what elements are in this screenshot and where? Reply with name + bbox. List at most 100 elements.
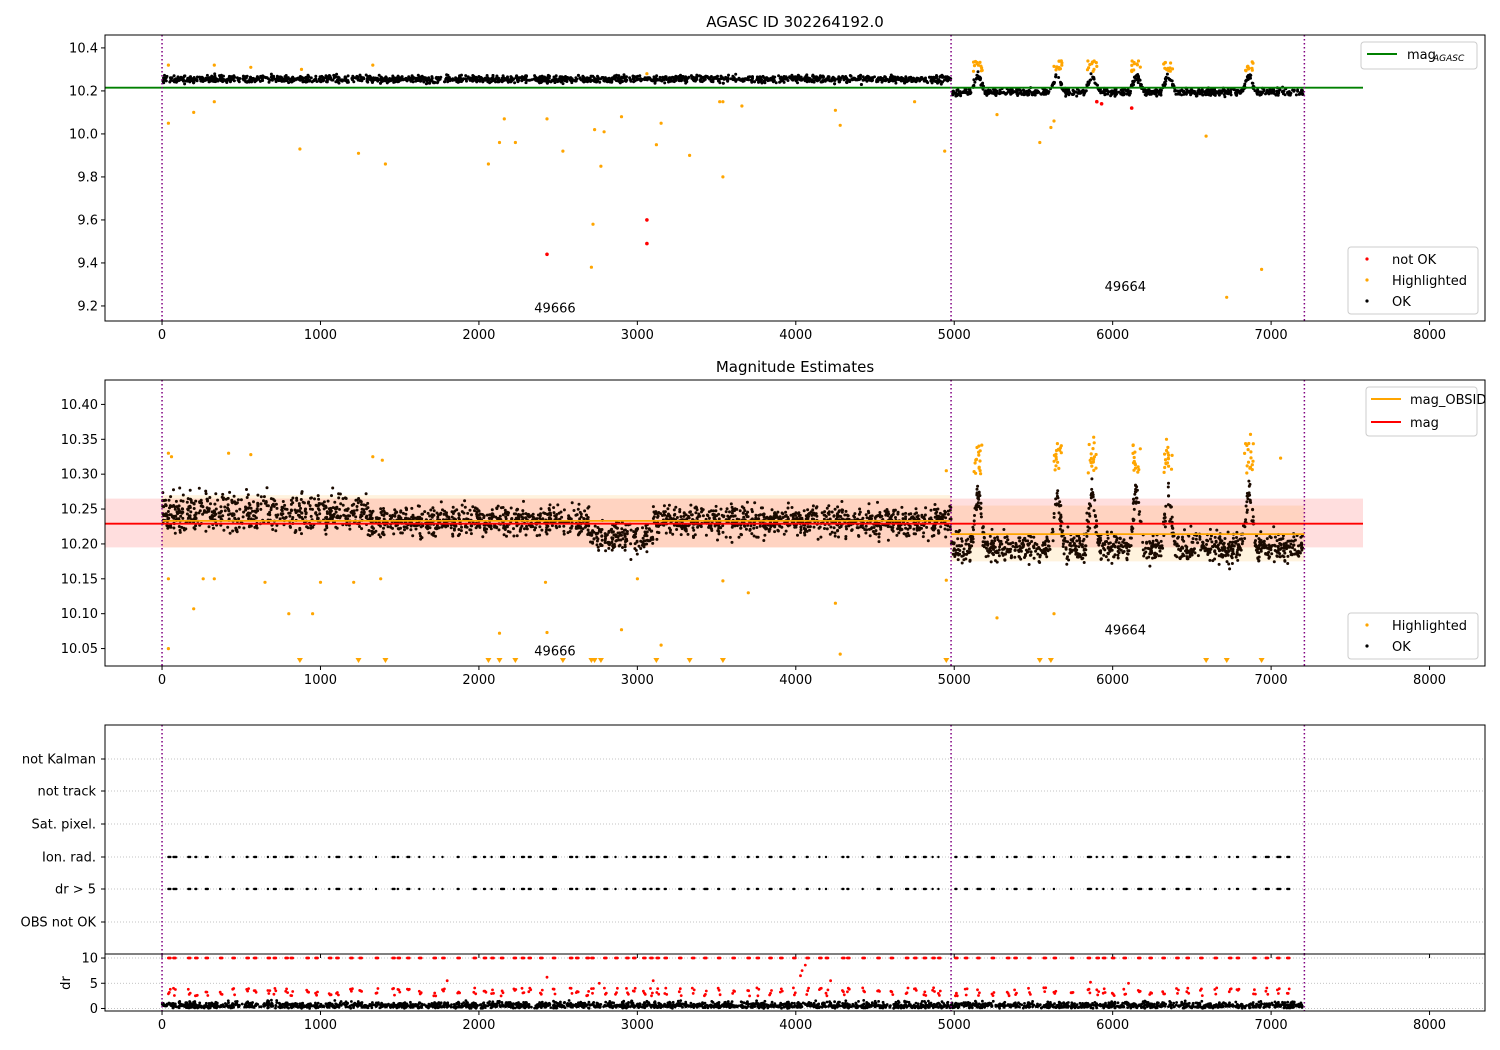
ok-point — [509, 506, 513, 510]
ok-point — [992, 547, 995, 551]
ok-point — [980, 83, 983, 87]
ok-point — [758, 524, 762, 528]
ok-point — [1272, 560, 1276, 564]
ok-point — [456, 77, 460, 81]
ok-point — [907, 78, 911, 82]
ok-point — [269, 72, 273, 76]
ok-point — [181, 499, 185, 503]
ok-point — [1189, 524, 1193, 528]
highlighted-point — [192, 110, 196, 114]
ok-point — [1068, 91, 1072, 95]
highlighted-point — [1250, 66, 1254, 70]
ok-point — [1109, 94, 1113, 98]
ok-point — [396, 78, 400, 82]
highlighted-point — [591, 222, 595, 226]
ok-point — [1226, 530, 1230, 534]
highlighted-point — [1085, 68, 1090, 72]
ok-point — [968, 88, 972, 92]
ok-point — [997, 554, 1001, 558]
ok-point — [777, 74, 781, 78]
highlighted-point — [166, 63, 170, 67]
ok-point — [520, 524, 524, 528]
ok-point — [1102, 91, 1106, 95]
ok-point — [1178, 90, 1182, 94]
ok-point — [1038, 547, 1041, 551]
ok-point — [1130, 525, 1134, 529]
ok-point — [1059, 524, 1063, 528]
ok-point — [671, 76, 675, 79]
ok-point — [702, 78, 706, 82]
ok-point — [469, 528, 473, 532]
ok-point — [569, 76, 573, 80]
ok-point — [652, 510, 656, 514]
ok-point — [876, 500, 879, 504]
ok-point — [386, 525, 390, 529]
ok-point — [837, 78, 841, 82]
ok-point — [677, 79, 681, 83]
highlighted-point — [1049, 125, 1053, 130]
ok-point — [260, 77, 264, 81]
ok-point — [473, 78, 477, 82]
ok-point — [1050, 84, 1054, 88]
ok-point — [721, 530, 725, 534]
y-tick-label: 9.6 — [77, 213, 98, 228]
ok-point — [848, 74, 852, 77]
ok-point — [237, 517, 241, 521]
ok-point — [951, 89, 955, 93]
ok-point — [799, 531, 803, 534]
ok-point — [304, 80, 308, 84]
ok-point — [782, 80, 786, 84]
ok-point — [589, 74, 593, 78]
ok-point — [477, 79, 481, 82]
ok-point — [845, 527, 848, 531]
ok-point — [239, 498, 243, 502]
ok-point — [833, 78, 837, 82]
ok-point — [1259, 530, 1263, 534]
legend-subscript-agasc: AGASC — [1432, 54, 1465, 64]
ok-point — [1093, 498, 1097, 502]
highlighted-point — [721, 100, 725, 104]
y-tick-label: 10.4 — [69, 41, 98, 56]
ok-point — [1137, 512, 1141, 516]
ok-point — [494, 77, 497, 81]
ok-point — [1098, 89, 1101, 93]
ok-point — [228, 75, 231, 79]
highlighted-point — [979, 69, 983, 73]
ok-point — [343, 508, 347, 512]
ok-point — [972, 528, 975, 532]
ok-point — [1114, 540, 1118, 544]
ok-point — [333, 500, 337, 504]
x-tick-label: 1000 — [304, 328, 337, 343]
not-ok-point — [645, 218, 649, 222]
legend-marker-highlighted — [1365, 278, 1369, 282]
ok-point — [624, 79, 628, 83]
ok-point — [844, 509, 848, 513]
ok-point — [666, 507, 670, 511]
ok-point — [310, 496, 313, 500]
ok-point — [988, 534, 992, 538]
ok-point — [479, 76, 483, 79]
ok-point — [172, 488, 175, 492]
ok-point — [934, 511, 938, 515]
ok-point — [524, 74, 528, 78]
ok-point — [582, 80, 586, 84]
ok-point — [1209, 537, 1212, 541]
ok-point — [265, 486, 269, 490]
ok-point — [183, 82, 187, 86]
ok-point — [1163, 519, 1167, 523]
ok-point — [275, 506, 279, 510]
ok-point — [186, 76, 190, 80]
ok-point — [402, 525, 406, 529]
ok-point — [1183, 528, 1186, 532]
ok-point — [765, 515, 769, 519]
ok-point — [1092, 77, 1096, 81]
ok-point — [754, 513, 758, 517]
ok-point — [517, 76, 521, 80]
ok-point — [280, 505, 284, 509]
ok-point — [248, 503, 252, 507]
ok-point — [587, 524, 591, 528]
ok-point — [1159, 90, 1163, 94]
ok-point — [245, 488, 248, 491]
ok-point — [796, 533, 799, 537]
ok-point — [509, 80, 513, 84]
